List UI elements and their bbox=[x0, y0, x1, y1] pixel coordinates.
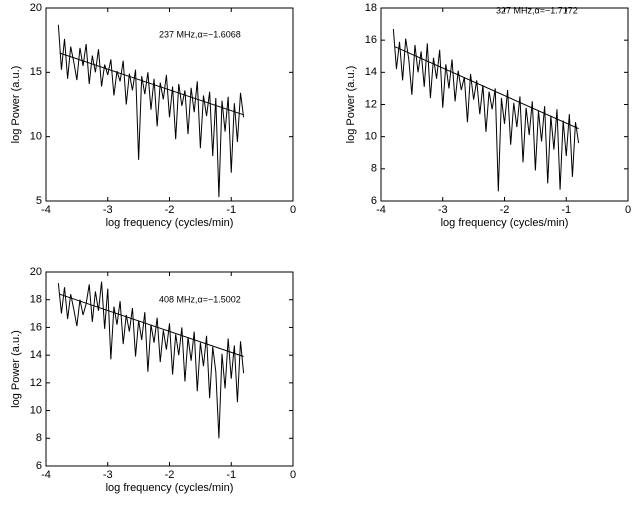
annotation: 237 MHz,α=−1.6068 bbox=[159, 29, 241, 39]
y-tick-label: 16 bbox=[365, 34, 377, 46]
y-tick-label: 6 bbox=[371, 195, 377, 207]
y-axis-label: log Power (a.u.) bbox=[345, 66, 357, 144]
y-tick-label: 16 bbox=[30, 321, 42, 333]
y-tick-label: 20 bbox=[30, 266, 42, 278]
y-tick-label: 12 bbox=[30, 377, 42, 389]
x-axis-label: log frequency (cycles/min) bbox=[441, 217, 569, 229]
x-tick-label: -1 bbox=[226, 204, 236, 216]
x-tick-label: -1 bbox=[561, 204, 571, 216]
x-tick-label: 0 bbox=[290, 204, 296, 216]
annotation: 408 MHz,α=−1.5002 bbox=[159, 294, 241, 304]
y-tick-label: 14 bbox=[365, 66, 377, 78]
axes-box bbox=[45, 7, 294, 202]
x-tick-label: -2 bbox=[165, 204, 175, 216]
x-tick-label: -2 bbox=[500, 204, 510, 216]
data-line bbox=[59, 293, 244, 358]
data-line bbox=[57, 24, 245, 198]
x-tick-label: 0 bbox=[290, 469, 296, 481]
x-axis-label: log frequency (cycles/min) bbox=[106, 482, 234, 494]
axes-box bbox=[380, 7, 629, 202]
x-axis-label: log frequency (cycles/min) bbox=[106, 217, 234, 229]
y-tick-label: 18 bbox=[30, 294, 42, 306]
x-tick-label: -3 bbox=[103, 469, 113, 481]
y-tick-label: 8 bbox=[371, 163, 377, 175]
x-tick-label: -4 bbox=[376, 204, 386, 216]
y-tick-label: 12 bbox=[365, 98, 377, 110]
y-tick-label: 14 bbox=[30, 349, 42, 361]
y-tick-label: 10 bbox=[30, 131, 42, 143]
y-tick-label: 20 bbox=[30, 2, 42, 14]
y-axis-label: log Power (a.u.) bbox=[10, 66, 22, 144]
data-line bbox=[392, 28, 580, 192]
y-axis-label: log Power (a.u.) bbox=[10, 330, 22, 408]
x-tick-label: -3 bbox=[438, 204, 448, 216]
x-tick-label: -1 bbox=[226, 469, 236, 481]
annotation: 327 MHz,α=−1.7172 bbox=[496, 5, 578, 15]
x-tick-label: -4 bbox=[41, 469, 51, 481]
data-line bbox=[394, 46, 579, 130]
y-tick-label: 6 bbox=[36, 460, 42, 472]
data-line bbox=[59, 52, 244, 116]
y-tick-label: 10 bbox=[30, 404, 42, 416]
y-tick-label: 5 bbox=[36, 195, 42, 207]
y-tick-label: 10 bbox=[365, 131, 377, 143]
x-tick-label: -4 bbox=[41, 204, 51, 216]
y-tick-label: 15 bbox=[30, 66, 42, 78]
x-tick-label: -3 bbox=[103, 204, 113, 216]
x-tick-label: 0 bbox=[625, 204, 631, 216]
x-tick-label: -2 bbox=[165, 469, 175, 481]
axes-box bbox=[45, 271, 294, 467]
y-tick-label: 18 bbox=[365, 2, 377, 14]
y-tick-label: 8 bbox=[36, 432, 42, 444]
